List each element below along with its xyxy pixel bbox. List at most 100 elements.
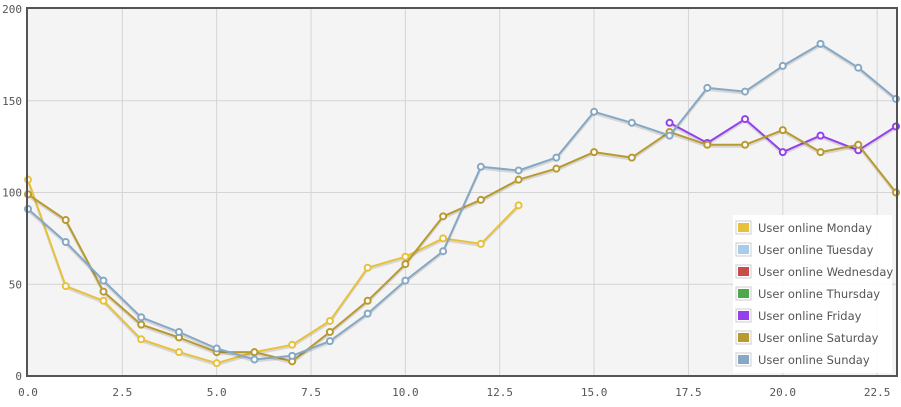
data-point [401, 276, 410, 285]
data-point [325, 337, 334, 346]
data-point [514, 175, 523, 184]
data-point [325, 316, 334, 325]
data-point [590, 148, 599, 157]
legend-background [733, 215, 892, 373]
data-point [816, 131, 825, 140]
data-point [250, 355, 259, 364]
legend-swatch [738, 289, 749, 298]
x-tick-label: 22.5 [864, 386, 891, 399]
data-point [816, 39, 825, 48]
legend-item: User online Sunday [735, 352, 870, 367]
y-tick-label: 100 [2, 187, 22, 200]
x-tick-label: 17.5 [675, 386, 702, 399]
data-point [212, 359, 221, 368]
series-line [27, 42, 897, 361]
legend-label: User online Monday [758, 221, 872, 235]
data-point [363, 309, 372, 318]
data-point [778, 148, 787, 157]
data-point [363, 263, 372, 272]
y-tick-label: 200 [2, 3, 22, 16]
legend-label: User online Friday [758, 309, 862, 323]
data-point [703, 140, 712, 149]
data-point [854, 140, 863, 149]
data-point [741, 87, 750, 96]
data-point [99, 276, 108, 285]
data-point [476, 162, 485, 171]
legend-item: User online Saturday [735, 330, 879, 345]
data-point [401, 260, 410, 269]
data-point [778, 61, 787, 70]
data-point [439, 212, 448, 221]
data-point [703, 83, 712, 92]
y-tick-label: 50 [9, 278, 22, 291]
data-point [665, 131, 674, 140]
legend-item: User online Friday [735, 308, 862, 323]
legend-swatch [738, 311, 749, 320]
y-tick-label: 150 [2, 95, 22, 108]
data-point [665, 118, 674, 127]
data-point [476, 195, 485, 204]
data-point [250, 348, 259, 357]
data-point [439, 247, 448, 256]
data-point [137, 313, 146, 322]
legend-item: User online Tuesday [735, 242, 874, 257]
data-point [552, 164, 561, 173]
data-point [778, 126, 787, 135]
plot-border [26, 7, 898, 377]
data-point [514, 166, 523, 175]
legend-swatch [738, 333, 749, 342]
data-point [61, 282, 70, 291]
y-tick-label: 0 [15, 370, 22, 383]
x-tick-label: 0.0 [18, 386, 38, 399]
series-line [27, 179, 520, 365]
legend-item: User online Thursday [735, 286, 880, 301]
data-point [854, 63, 863, 72]
legend-swatch [738, 355, 749, 364]
x-tick-label: 7.5 [301, 386, 321, 399]
data-point [61, 238, 70, 247]
legend-item: User online Wednesday [735, 264, 893, 279]
data-point [137, 320, 146, 329]
legend-label: User online Saturday [758, 331, 879, 345]
x-tick-label: 12.5 [486, 386, 513, 399]
legend-label: User online Wednesday [758, 265, 893, 279]
data-point [439, 234, 448, 243]
tick-labels: 0.0 2.5 5.0 7.5 10.0 12.5 15.0 17.5 20.0 22.5 0 50 1… [2, 3, 890, 399]
data-point [174, 348, 183, 357]
legend-swatch [738, 223, 749, 232]
x-tick-label: 5.0 [207, 386, 227, 399]
x-tick-label: 2.5 [112, 386, 132, 399]
legend-swatch [738, 267, 749, 276]
data-point [741, 140, 750, 149]
series-user-online-sunday [24, 39, 900, 364]
data-point [590, 107, 599, 116]
data-point [552, 153, 561, 162]
data-point [212, 344, 221, 353]
data-point [288, 351, 297, 360]
data-point [476, 239, 485, 248]
data-point [741, 115, 750, 124]
series-layer [24, 39, 900, 368]
data-point [514, 201, 523, 210]
data-point [325, 327, 334, 336]
legend-label: User online Thursday [758, 287, 880, 301]
data-point [99, 296, 108, 305]
legend-label: User online Tuesday [758, 243, 874, 257]
data-point [363, 296, 372, 305]
x-tick-label: 15.0 [581, 386, 608, 399]
data-point [627, 153, 636, 162]
x-tick-label: 10.0 [392, 386, 419, 399]
legend-swatch [738, 245, 749, 254]
data-point [627, 118, 636, 127]
data-point [816, 148, 825, 157]
legend-item: User online Monday [735, 220, 872, 235]
data-point [174, 327, 183, 336]
legend-label: User online Sunday [758, 353, 870, 367]
legend: User online Monday User online Tuesday Use… [733, 215, 893, 373]
x-tick-label: 20.0 [770, 386, 797, 399]
data-point [137, 335, 146, 344]
data-point [99, 287, 108, 296]
series-shadow [27, 181, 520, 367]
